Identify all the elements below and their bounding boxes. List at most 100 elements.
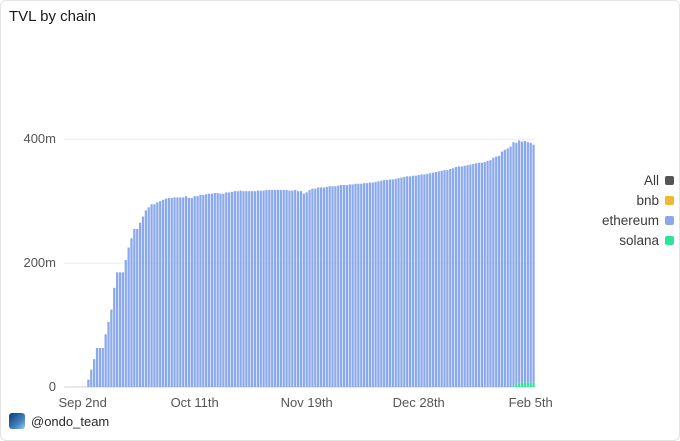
bar-ethereum[interactable] bbox=[426, 173, 429, 387]
legend-item-solana[interactable]: solana bbox=[590, 230, 674, 250]
bar-ethereum[interactable] bbox=[360, 183, 363, 387]
bar-ethereum[interactable] bbox=[130, 238, 133, 387]
bar-ethereum[interactable] bbox=[446, 170, 449, 388]
bar-ethereum[interactable] bbox=[167, 198, 170, 387]
bar-ethereum[interactable] bbox=[291, 190, 294, 387]
bar-ethereum[interactable] bbox=[440, 170, 443, 387]
bar-ethereum[interactable] bbox=[193, 196, 196, 387]
bar-ethereum[interactable] bbox=[147, 207, 150, 387]
bar-ethereum[interactable] bbox=[311, 188, 314, 387]
bar-ethereum[interactable] bbox=[230, 191, 234, 387]
bar-ethereum[interactable] bbox=[219, 193, 222, 387]
bar-ethereum[interactable] bbox=[434, 171, 438, 387]
bar-ethereum[interactable] bbox=[383, 180, 386, 387]
bar-ethereum[interactable] bbox=[317, 187, 320, 387]
bar-ethereum[interactable] bbox=[391, 179, 394, 387]
bar-ethereum[interactable] bbox=[340, 185, 343, 387]
legend-item-all[interactable]: All bbox=[590, 170, 674, 190]
bar-ethereum[interactable] bbox=[236, 191, 239, 387]
bar-ethereum[interactable] bbox=[153, 204, 156, 387]
bar-ethereum[interactable] bbox=[205, 194, 208, 387]
bar-ethereum[interactable] bbox=[460, 166, 463, 387]
bar-ethereum[interactable] bbox=[469, 164, 472, 387]
bar-ethereum[interactable] bbox=[228, 192, 231, 387]
bar-ethereum[interactable] bbox=[302, 193, 305, 387]
bar-ethereum[interactable] bbox=[472, 163, 475, 387]
bar-ethereum[interactable] bbox=[351, 184, 354, 387]
bar-ethereum[interactable] bbox=[161, 199, 165, 387]
bar-ethereum[interactable] bbox=[305, 192, 308, 387]
bar-ethereum[interactable] bbox=[176, 197, 179, 387]
bar-solana[interactable] bbox=[523, 382, 527, 387]
bar-ethereum[interactable] bbox=[90, 369, 93, 387]
legend-item-ethereum[interactable]: ethereum bbox=[590, 210, 674, 230]
bar-ethereum[interactable] bbox=[431, 172, 435, 387]
bar-ethereum[interactable] bbox=[282, 189, 285, 387]
bar-ethereum[interactable] bbox=[138, 222, 142, 387]
bar-ethereum[interactable] bbox=[314, 188, 317, 387]
bar-ethereum[interactable] bbox=[245, 191, 248, 387]
bar-ethereum[interactable] bbox=[276, 189, 280, 387]
bar-ethereum[interactable] bbox=[466, 165, 469, 387]
bar-ethereum[interactable] bbox=[133, 228, 136, 387]
bar-ethereum[interactable] bbox=[342, 185, 346, 387]
bar-ethereum[interactable] bbox=[394, 178, 397, 387]
bar-ethereum[interactable] bbox=[497, 155, 501, 387]
bar-ethereum[interactable] bbox=[363, 183, 366, 387]
bar-ethereum[interactable] bbox=[411, 175, 415, 387]
bar-ethereum[interactable] bbox=[477, 162, 481, 387]
bar-ethereum[interactable] bbox=[262, 190, 265, 387]
bar-solana[interactable] bbox=[518, 383, 521, 387]
bar-ethereum[interactable] bbox=[144, 210, 147, 387]
bar-ethereum[interactable] bbox=[98, 347, 102, 387]
bar-ethereum[interactable] bbox=[529, 142, 532, 383]
bar-ethereum[interactable] bbox=[225, 192, 228, 387]
bar-ethereum[interactable] bbox=[87, 379, 90, 387]
bar-ethereum[interactable] bbox=[116, 272, 119, 387]
bar-ethereum[interactable] bbox=[515, 142, 518, 385]
bar-ethereum[interactable] bbox=[248, 191, 251, 387]
bar-ethereum[interactable] bbox=[179, 197, 182, 387]
bar-ethereum[interactable] bbox=[365, 183, 369, 387]
legend-item-bnb[interactable]: bnb bbox=[590, 190, 674, 210]
bar-ethereum[interactable] bbox=[104, 334, 107, 387]
bar-ethereum[interactable] bbox=[124, 259, 127, 387]
bar-ethereum[interactable] bbox=[118, 272, 122, 387]
bar-ethereum[interactable] bbox=[253, 191, 257, 387]
bar-ethereum[interactable] bbox=[170, 198, 173, 387]
bar-solana[interactable] bbox=[526, 382, 529, 387]
bar-solana[interactable] bbox=[532, 382, 535, 387]
bar-ethereum[interactable] bbox=[299, 191, 303, 387]
bar-ethereum[interactable] bbox=[136, 228, 139, 387]
bar-ethereum[interactable] bbox=[196, 196, 199, 387]
bar-ethereum[interactable] bbox=[429, 173, 432, 387]
bar-ethereum[interactable] bbox=[107, 321, 110, 387]
bar-ethereum[interactable] bbox=[239, 190, 242, 387]
bar-solana[interactable] bbox=[512, 385, 515, 387]
bar-ethereum[interactable] bbox=[159, 201, 162, 387]
bar-ethereum[interactable] bbox=[213, 193, 216, 387]
bar-ethereum[interactable] bbox=[182, 197, 185, 387]
bar-ethereum[interactable] bbox=[449, 168, 452, 387]
bar-ethereum[interactable] bbox=[503, 149, 506, 387]
bar-ethereum[interactable] bbox=[437, 171, 440, 387]
bar-ethereum[interactable] bbox=[296, 191, 300, 387]
bar-ethereum[interactable] bbox=[486, 160, 489, 387]
bar-ethereum[interactable] bbox=[319, 187, 323, 387]
bar-ethereum[interactable] bbox=[233, 191, 236, 387]
bar-ethereum[interactable] bbox=[202, 194, 205, 387]
bar-ethereum[interactable] bbox=[371, 182, 374, 387]
bar-ethereum[interactable] bbox=[334, 186, 337, 387]
bar-ethereum[interactable] bbox=[173, 197, 176, 387]
bar-ethereum[interactable] bbox=[512, 142, 515, 386]
bar-ethereum[interactable] bbox=[377, 181, 380, 387]
bar-ethereum[interactable] bbox=[95, 347, 99, 387]
bar-ethereum[interactable] bbox=[259, 190, 262, 387]
bar-ethereum[interactable] bbox=[164, 198, 168, 387]
bar-ethereum[interactable] bbox=[308, 189, 311, 387]
bar-ethereum[interactable] bbox=[250, 191, 254, 387]
bar-ethereum[interactable] bbox=[385, 180, 389, 387]
bar-ethereum[interactable] bbox=[322, 187, 326, 387]
bar-ethereum[interactable] bbox=[420, 174, 423, 387]
bar-ethereum[interactable] bbox=[345, 185, 349, 387]
